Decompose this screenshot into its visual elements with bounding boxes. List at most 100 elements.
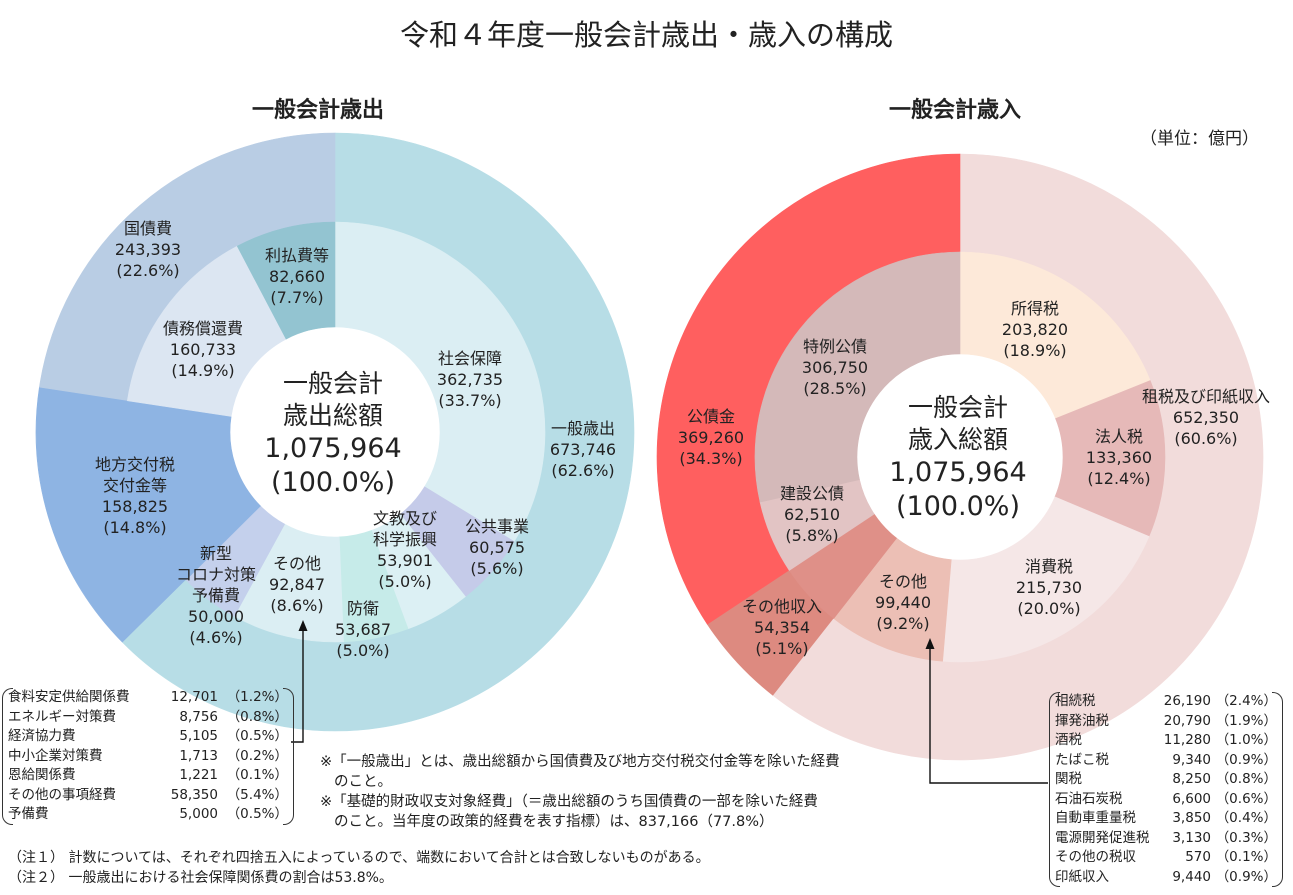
unit-label: （単位：億円）: [1140, 129, 1259, 149]
breakdown-pct: （0.4%）: [1215, 810, 1277, 826]
center-line2: 歳入総額: [907, 425, 1009, 454]
breakdown-row: 電源開発促進税 3,130 （0.3%）: [1055, 829, 1277, 849]
breakdown-value: 9,440: [1172, 868, 1211, 885]
breakdown-row: 印紙収入 9,440 （0.9%）: [1055, 868, 1277, 888]
breakdown-pct: （0.8%）: [226, 708, 288, 725]
breakdown-value: 1,713: [179, 747, 218, 764]
expenditure-donut: [35, 132, 635, 732]
breakdown-row: 相続税 26,190 （2.4%）: [1055, 692, 1277, 712]
label-boei: 防衛 53,687 (5.0%): [335, 599, 391, 660]
breakdown-value: 20,790: [1163, 712, 1211, 729]
breakdown-value: 8,756: [179, 708, 218, 725]
revenue-chart-title: 一般会計歳入: [888, 98, 1022, 123]
label-kensetsu-kosai: 建設公債 62,510 (5.8%): [779, 484, 845, 545]
breakdown-row: 関税 8,250 （0.8%）: [1055, 770, 1277, 790]
inner-ring-slice: [959, 251, 1151, 419]
breakdown-row: たばこ税 9,340 （0.9%）: [1055, 751, 1277, 771]
breakdown-row: その他の事項経費 58,350 （5.4%）: [8, 786, 288, 806]
breakdown-name: 食料安定供給関係費: [8, 689, 130, 705]
breakdown-name: 電源開発促進税: [1055, 829, 1150, 846]
breakdown-row: 石油石炭税 6,600 （0.6%）: [1055, 790, 1277, 810]
label-kosaikin: 公債金 369,260 (34.3%): [677, 407, 745, 468]
label-sonota-expenditure: その他 92,847 (8.6%): [269, 554, 325, 615]
breakdown-pct: （0.9%）: [1215, 751, 1277, 768]
breakdown-value: 1,221: [179, 767, 218, 783]
breakdown-pct: （0.6%）: [1215, 790, 1277, 807]
center-line1: 一般会計: [907, 393, 1009, 422]
breakdown-pct: （0.9%）: [1215, 868, 1277, 885]
breakdown-row: 揮発油税 20,790 （1.9%）: [1055, 712, 1277, 732]
breakdown-value: 5,000: [179, 806, 218, 822]
breakdown-row: エネルギー対策費 8,756 （0.8%）: [8, 708, 288, 728]
label-shakai-hosho: 社会保障 362,735 (33.7%): [436, 349, 504, 410]
inner-ring-slice: [334, 221, 546, 542]
note-ippan-saishutsu: ※「一般歳出」とは、歳出総額から国債費及び地方交付税交付金等を除いた経費 のこと。…: [320, 754, 840, 830]
inner-ring-slice: [942, 496, 1150, 663]
center-total: 1,075,964: [889, 457, 1027, 488]
breakdown-row: 経済協力費 5,105 （0.5%）: [8, 727, 288, 747]
breakdown-pct: （5.4%）: [226, 786, 288, 803]
breakdown-row: 中小企業対策費 1,713 （0.2%）: [8, 747, 288, 767]
label-sonota-shunyu: その他収入 54,354 (5.1%): [741, 597, 823, 658]
label-ippan-saishutsu: 一般歳出 673,746 (62.6%): [549, 419, 617, 480]
label-sozei: 租税及び印紙収入 652,350 (60.6%): [1141, 387, 1271, 448]
connector-arrows: [291, 620, 1048, 784]
breakdown-pct: （0.1%）: [1215, 849, 1277, 865]
breakdown-value: 12,701: [170, 689, 218, 705]
breakdown-row: その他の税収 570 （0.1%）: [1055, 848, 1277, 868]
revenue-other-breakdown: 相続税 26,190 （2.4%） 揮発油税 20,790 （1.9%） 酒税 11,280 （…: [1049, 692, 1283, 888]
breakdown-value: 570: [1185, 849, 1211, 865]
breakdown-row: 食料安定供給関係費 12,701 （1.2%）: [8, 688, 288, 708]
label-corona-yobihi: 新型 コロナ対策 予備費 50,000 (4.6%): [175, 544, 257, 647]
revenue-donut: [656, 153, 1264, 761]
breakdown-pct: （1.2%）: [226, 689, 288, 705]
inner-ring-slice: [126, 245, 287, 417]
page-title: 令和４年度一般会計歳出・歳入の構成: [399, 18, 893, 52]
label-hojinzei: 法人税 133,360 (12.4%): [1085, 427, 1153, 488]
arrowhead-icon: [298, 620, 308, 631]
breakdown-name: 関税: [1055, 771, 1082, 787]
breakdown-pct: （2.4%）: [1215, 693, 1277, 709]
breakdown-pct: （0.2%）: [226, 747, 288, 764]
breakdown-row: 恩給関係費 1,221 （0.1%）: [8, 766, 288, 786]
center-line1: 一般会計: [282, 369, 384, 398]
breakdown-value: 3,130: [1172, 829, 1211, 846]
breakdown-row: 自動車重量税 3,850 （0.4%）: [1055, 809, 1277, 829]
breakdown-name: 恩給関係費: [8, 767, 76, 783]
breakdown-pct: （0.1%）: [226, 767, 288, 783]
inner-ring-slice: [124, 400, 261, 581]
label-shohizei: 消費税 215,730 (20.0%): [1015, 557, 1083, 618]
breakdown-name: その他の税収: [1055, 849, 1136, 865]
breakdown-name: 石油石炭税: [1055, 790, 1123, 807]
breakdown-value: 8,250: [1172, 771, 1211, 787]
expenditure-chart-title: 一般会計歳出: [251, 98, 385, 123]
breakdown-name: 経済協力費: [8, 728, 76, 744]
breakdown-name: 中小企業対策費: [8, 747, 103, 764]
breakdown-pct: （0.3%）: [1215, 829, 1277, 846]
label-sonota-tax: その他 99,440 (9.2%): [875, 572, 931, 633]
label-chiho-kofuzei: 地方交付税 交付金等 158,825 (14.8%): [94, 455, 176, 537]
breakdown-pct: （0.5%）: [226, 728, 288, 744]
breakdown-value: 58,350: [170, 786, 218, 803]
expenditure-center-label: 一般会計 歳出総額 1,075,964 (100.0%): [264, 368, 401, 500]
breakdown-name: 予備費: [8, 806, 49, 822]
breakdown-value: 11,280: [1163, 732, 1211, 748]
breakdown-row: 予備費 5,000 （0.5%）: [8, 805, 288, 825]
center-line2: 歳出総額: [282, 401, 384, 430]
breakdown-pct: （1.0%）: [1215, 732, 1277, 748]
revenue-other-arrow: [929, 648, 1048, 784]
label-kokusaihi: 国債費 243,393 (22.6%): [114, 219, 182, 280]
inner-ring-slice: [754, 251, 961, 503]
inner-ring-slice: [236, 221, 336, 340]
breakdown-name: 自動車重量税: [1055, 810, 1136, 826]
arrowhead-icon: [925, 638, 935, 649]
center-total: 1,075,964: [264, 433, 402, 464]
label-ribaraihi: 利払費等 82,660 (7.7%): [264, 246, 330, 307]
expenditure-other-breakdown: 食料安定供給関係費 12,701 （1.2%） エネルギー対策費 8,756 （0.8%）…: [2, 688, 294, 825]
breakdown-value: 6,600: [1172, 790, 1211, 807]
breakdown-name: 相続税: [1055, 693, 1096, 709]
breakdown-name: 印紙収入: [1055, 868, 1109, 885]
breakdown-value: 5,105: [179, 728, 218, 744]
